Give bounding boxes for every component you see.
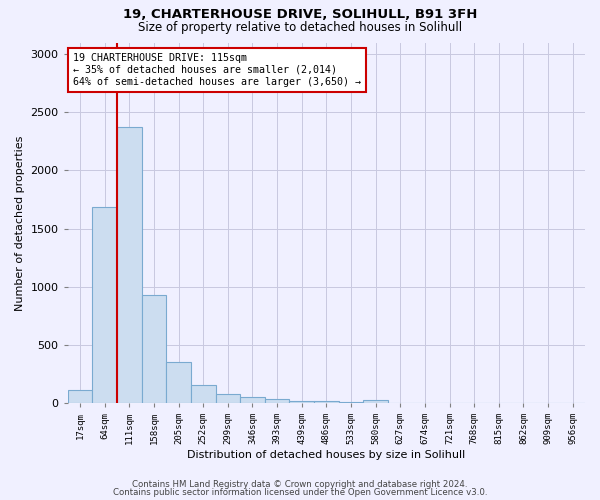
Bar xyxy=(289,401,314,403)
Text: Contains HM Land Registry data © Crown copyright and database right 2024.: Contains HM Land Registry data © Crown c… xyxy=(132,480,468,489)
Text: Contains public sector information licensed under the Open Government Licence v3: Contains public sector information licen… xyxy=(113,488,487,497)
X-axis label: Distribution of detached houses by size in Solihull: Distribution of detached houses by size … xyxy=(187,450,466,460)
Bar xyxy=(364,400,388,403)
Bar xyxy=(338,402,364,403)
Bar xyxy=(117,128,142,403)
Bar xyxy=(191,385,215,403)
Text: 19 CHARTERHOUSE DRIVE: 115sqm
← 35% of detached houses are smaller (2,014)
64% o: 19 CHARTERHOUSE DRIVE: 115sqm ← 35% of d… xyxy=(73,54,361,86)
Text: 19, CHARTERHOUSE DRIVE, SOLIHULL, B91 3FH: 19, CHARTERHOUSE DRIVE, SOLIHULL, B91 3F… xyxy=(123,8,477,20)
Bar xyxy=(314,402,338,403)
Bar xyxy=(142,295,166,403)
Bar xyxy=(215,394,240,403)
Bar xyxy=(166,362,191,403)
Y-axis label: Number of detached properties: Number of detached properties xyxy=(15,135,25,310)
Bar xyxy=(68,390,92,403)
Bar xyxy=(92,206,117,403)
Bar xyxy=(240,397,265,403)
Bar xyxy=(265,399,289,403)
Text: Size of property relative to detached houses in Solihull: Size of property relative to detached ho… xyxy=(138,21,462,34)
